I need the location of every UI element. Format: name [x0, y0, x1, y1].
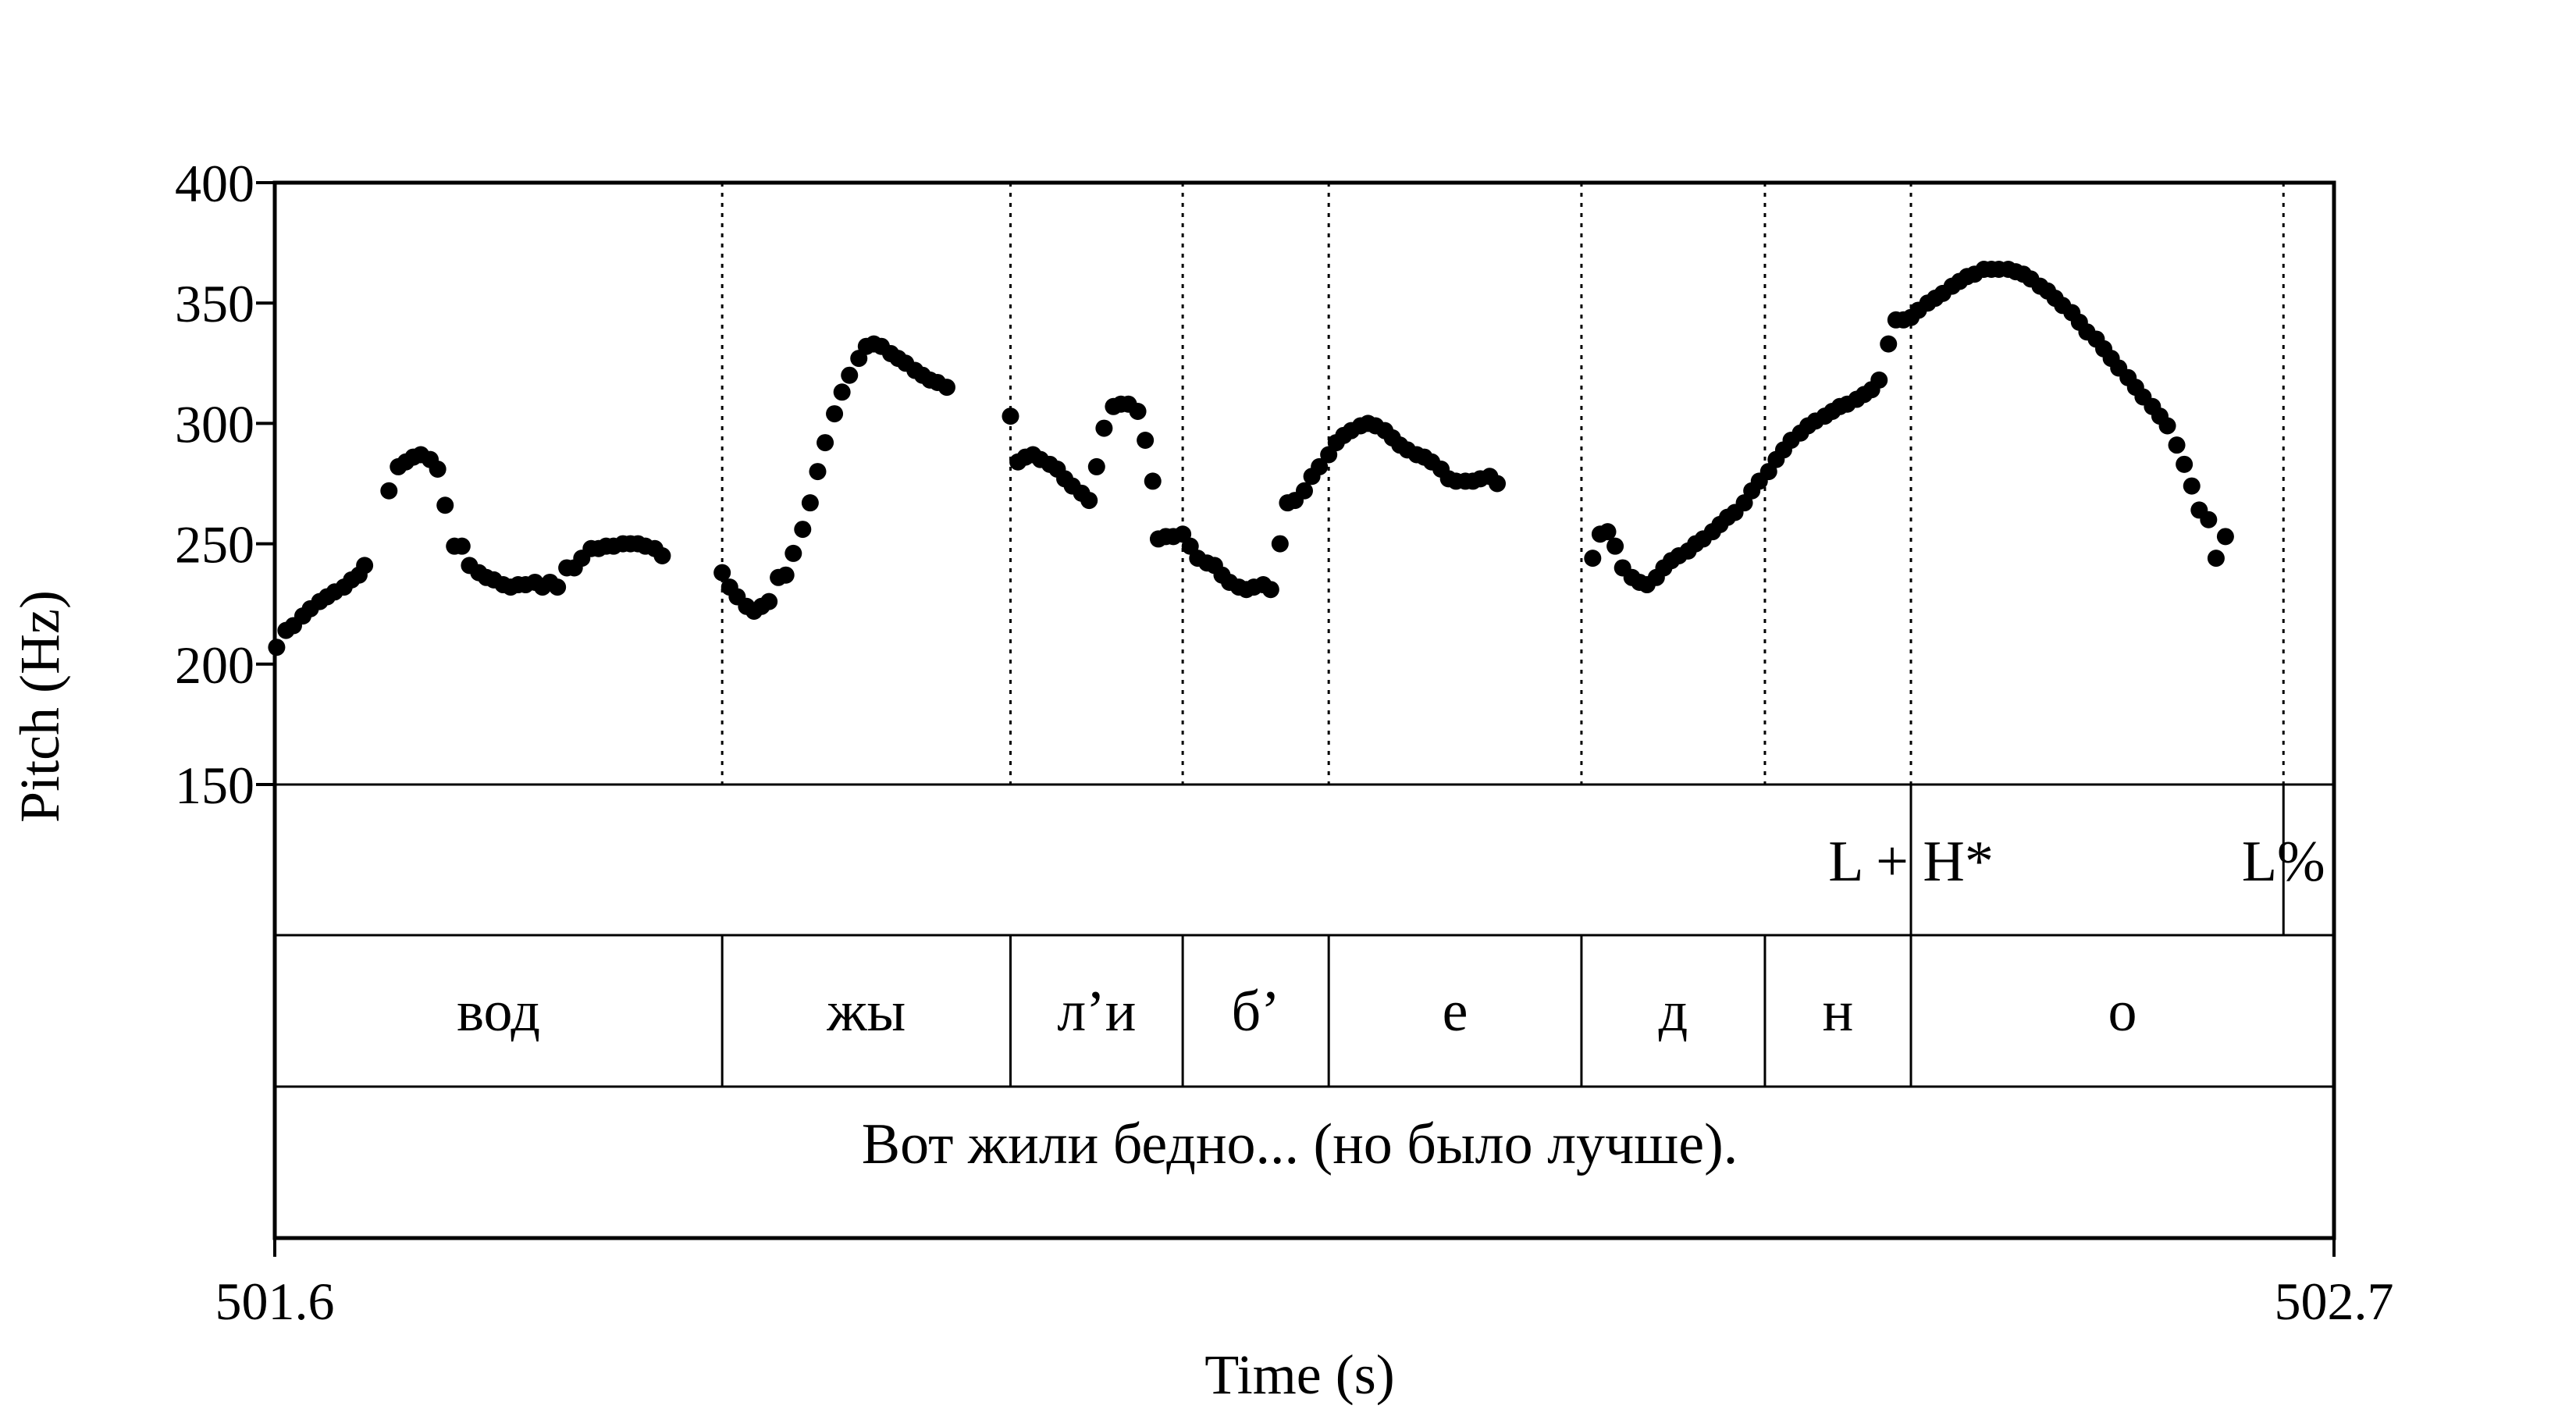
pitch-point: [429, 460, 447, 478]
pitch-points: [268, 261, 2234, 656]
pitch-point: [801, 494, 819, 512]
pitch-point: [380, 482, 398, 500]
y-tick-label: 300: [175, 394, 254, 454]
pitch-point: [1599, 523, 1617, 541]
pitch-point: [356, 557, 374, 575]
boundary-layer: [720, 183, 2285, 1087]
pitch-point: [809, 463, 827, 481]
pitch-point: [1880, 335, 1898, 353]
plot-border: [272, 180, 2336, 1240]
pitch-point: [653, 547, 671, 565]
plot-frame: [272, 180, 2336, 1240]
pitch-point: [1489, 475, 1507, 493]
segment-label: н: [1823, 980, 1854, 1044]
sentence-label: Вот жили бедно... (но было лучше).: [862, 1112, 1738, 1176]
pitch-point: [713, 564, 731, 582]
x-axis-label: Time (s): [1204, 1343, 1394, 1405]
pitch-point: [549, 578, 567, 596]
segment-label: л’и: [1057, 980, 1136, 1044]
pitch-point: [1095, 419, 1113, 437]
pitch-point: [2183, 477, 2201, 495]
pitch-point: [777, 566, 795, 584]
pitch-point: [1087, 457, 1105, 475]
x-tick-label: 501.6: [215, 1272, 335, 1331]
pitch-point: [841, 366, 859, 384]
pitch-point: [2207, 550, 2225, 568]
pitch-point: [2168, 436, 2186, 454]
pitch-point: [833, 383, 851, 401]
pitch-point: [794, 521, 812, 539]
pitch-point: [453, 537, 471, 555]
pitch-point: [1144, 472, 1162, 490]
pitch-point: [760, 592, 778, 610]
pitch-point: [1002, 407, 1019, 425]
y-tick-label: 200: [175, 635, 254, 695]
segment-label: жы: [826, 980, 906, 1044]
pitch-point: [1271, 535, 1289, 553]
tone-label: L + H*: [1828, 830, 1994, 894]
segment-label: д: [1659, 980, 1688, 1044]
pitch-point: [817, 434, 834, 452]
annotation-tiers: Вот жили бедно... (но было лучше). вод жы…: [457, 830, 2325, 1176]
pitch-point: [1129, 402, 1147, 420]
pitch-point: [785, 544, 802, 562]
pitch-point: [1311, 457, 1329, 475]
y-tick-label: 400: [175, 154, 254, 213]
segment-label: б’: [1231, 980, 1279, 1044]
x-tick-label: 502.7: [2275, 1272, 2394, 1331]
pitch-point: [826, 405, 844, 423]
pitch-point: [1606, 537, 1624, 555]
segment-label: е: [1443, 980, 1468, 1044]
y-axis-label: Pitch (Hz): [9, 590, 71, 823]
segment-label: вод: [457, 980, 540, 1044]
pitch-point: [2158, 417, 2176, 435]
x-axis-ticks: 501.6 502.7: [215, 1238, 2394, 1331]
pitch-point: [1137, 431, 1155, 449]
pitch-point: [2216, 528, 2234, 546]
y-tick-label: 150: [175, 756, 254, 815]
pitch-point: [2200, 511, 2218, 528]
pitch-point: [436, 496, 454, 514]
pitch-point: [1080, 492, 1098, 510]
pitch-point: [1870, 371, 1888, 389]
pitch-point: [1584, 550, 1602, 568]
segment-label: о: [2108, 980, 2137, 1044]
y-tick-label: 350: [175, 274, 254, 333]
pitch-point: [2176, 455, 2194, 473]
pitch-point: [1296, 482, 1313, 500]
y-tick-label: 250: [175, 515, 254, 575]
pitch-point: [1261, 581, 1279, 599]
pitch-point: [268, 639, 286, 656]
pitch-point: [938, 379, 955, 397]
tone-label: L%: [2242, 830, 2325, 894]
y-axis-ticks: 400 350 300 250 200 150: [175, 154, 275, 815]
